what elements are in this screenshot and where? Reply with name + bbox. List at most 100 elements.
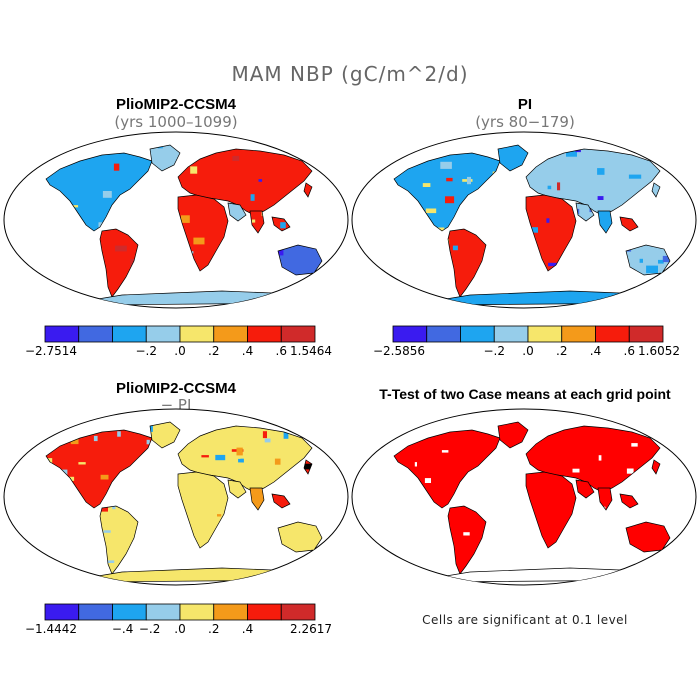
- cell: [294, 146, 303, 153]
- colorbar-tick-label: .2: [208, 344, 220, 358]
- cell: [23, 166, 33, 169]
- cell: [679, 164, 689, 166]
- cell: [14, 297, 25, 304]
- cell: [547, 185, 552, 190]
- coastline: [497, 421, 529, 449]
- cell: [93, 435, 98, 442]
- cell: [406, 411, 411, 415]
- cell: [362, 294, 373, 301]
- cell: [674, 264, 685, 267]
- coastline: [177, 471, 229, 549]
- cell: [628, 174, 642, 179]
- cell: [53, 565, 62, 569]
- coastline: [177, 194, 229, 272]
- colorbar-tick-label: −1.4442: [24, 622, 78, 636]
- coastline: [497, 144, 529, 172]
- cell: [288, 301, 294, 307]
- cell: [667, 278, 671, 286]
- cell: [397, 568, 402, 572]
- cell: [70, 437, 79, 445]
- cell: [353, 152, 357, 154]
- cell: [8, 189, 11, 196]
- cell: [380, 575, 383, 580]
- cell: [56, 576, 60, 582]
- cell: [14, 304, 18, 307]
- cell: [335, 573, 345, 581]
- coastline: [619, 493, 639, 509]
- cell: [46, 579, 50, 582]
- cell: [644, 424, 647, 429]
- cell: [358, 584, 366, 588]
- cell: [396, 561, 400, 563]
- cell: [46, 558, 51, 561]
- cell: [193, 237, 205, 245]
- cell: [324, 280, 336, 282]
- cell: [299, 149, 303, 154]
- cell: [669, 409, 671, 415]
- cell: [68, 415, 74, 421]
- cell: [302, 574, 309, 577]
- cell: [625, 139, 629, 147]
- cell: [472, 305, 480, 312]
- cell: [29, 564, 42, 572]
- cell: [14, 547, 25, 549]
- cell: [378, 428, 385, 431]
- continent-eurasia: [526, 426, 660, 492]
- cell: [338, 428, 345, 432]
- cell: [377, 565, 380, 567]
- cell: [10, 417, 20, 424]
- coastline: [651, 182, 661, 198]
- cell: [95, 305, 100, 310]
- cell: [9, 584, 21, 590]
- cell: [375, 143, 384, 145]
- cell: [588, 584, 593, 587]
- cell: [446, 132, 451, 137]
- cell: [691, 542, 696, 545]
- cell: [383, 148, 389, 150]
- cell: [19, 286, 23, 291]
- cell: [692, 534, 699, 537]
- cell: [681, 157, 692, 161]
- cell: [356, 297, 368, 300]
- cell: [420, 422, 424, 425]
- colorbar-tick-label: 1.6052: [638, 344, 680, 358]
- cell: [613, 581, 619, 586]
- cell: [693, 540, 696, 543]
- panel-1-colorbar: [44, 325, 316, 343]
- continent-africa: [526, 195, 576, 271]
- cell: [368, 277, 377, 282]
- cell: [14, 541, 24, 548]
- cell: [385, 307, 394, 313]
- cell: [446, 177, 453, 182]
- panel-3-map: [3, 408, 349, 586]
- cell: [250, 194, 255, 201]
- coastline: [619, 216, 639, 232]
- cell: [3, 467, 9, 473]
- cell: [318, 581, 325, 586]
- cell: [665, 271, 672, 274]
- cell: [60, 290, 64, 296]
- cell: [654, 143, 658, 146]
- cell: [321, 166, 334, 172]
- cell: [298, 140, 307, 146]
- cell: [618, 298, 630, 303]
- cell: [53, 144, 60, 147]
- cell: [693, 564, 696, 566]
- cell: [573, 586, 578, 589]
- cell: [356, 295, 363, 300]
- cell: [44, 572, 50, 575]
- cell: [301, 300, 313, 306]
- cell: [408, 569, 413, 575]
- coastline: [597, 210, 613, 234]
- cell: [639, 258, 643, 263]
- coastline: [149, 421, 181, 449]
- cell: [673, 561, 680, 566]
- continent-africa: [178, 472, 228, 548]
- cell: [424, 478, 431, 483]
- coastline: [227, 479, 247, 499]
- cell: [247, 409, 253, 415]
- figure-title: MAM NBP (gC/m^2/d): [231, 62, 469, 86]
- cell: [315, 576, 328, 584]
- cell: [331, 291, 335, 298]
- cell: [603, 582, 608, 585]
